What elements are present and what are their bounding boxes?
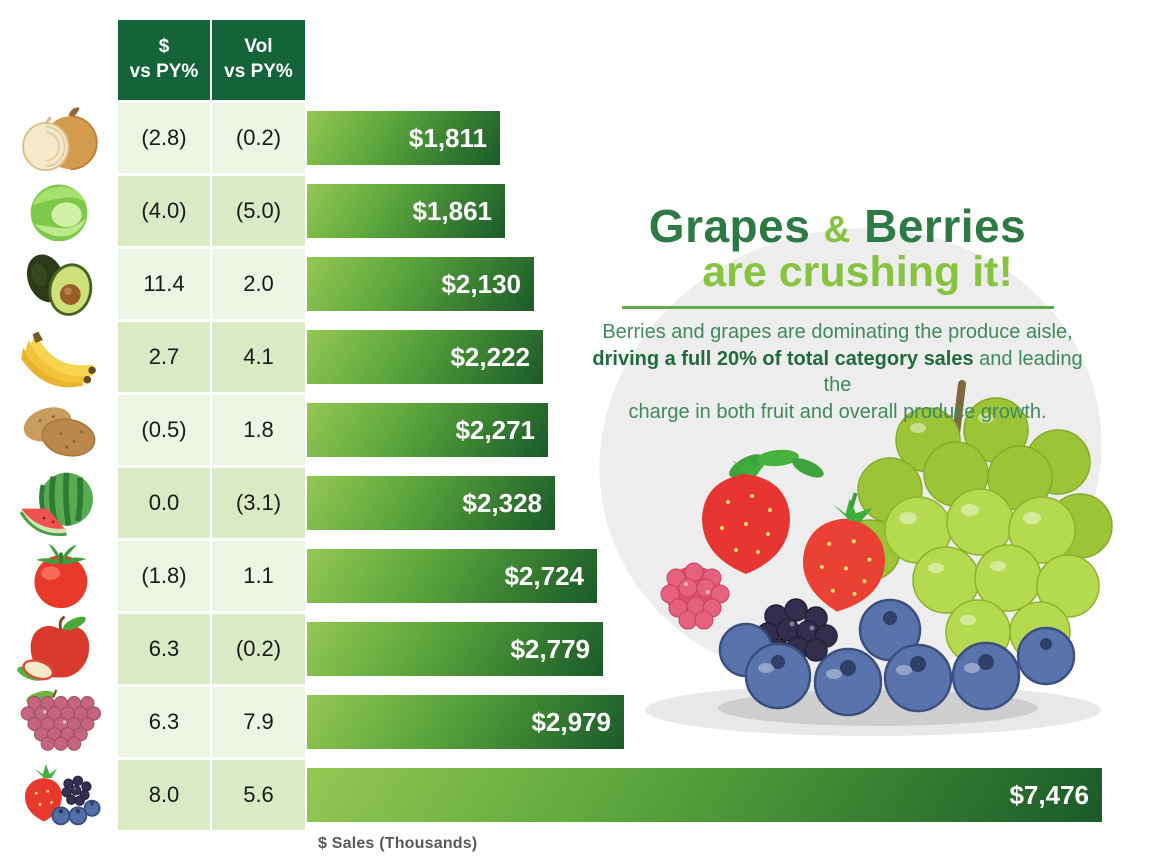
- sales-bar-label: $2,130: [441, 268, 521, 299]
- sales-bar: $2,328: [307, 476, 555, 530]
- dollar-vs-py-value: (2.8): [118, 103, 210, 173]
- dollar-vs-py-value: 2.7: [118, 322, 210, 392]
- vol-vs-py-value: (0.2): [212, 103, 305, 173]
- onion-icon: [0, 103, 118, 173]
- table-row-apple: 6.3 (0.2) $2,779: [0, 614, 1102, 684]
- dollar-vs-py-value: 11.4: [118, 249, 210, 319]
- berries-icon: [0, 760, 118, 830]
- table-row-onion: (2.8) (0.2) $1,811: [0, 103, 1102, 173]
- headline-line1: Grapes & Berries: [585, 203, 1090, 249]
- vol-vs-py-value: (0.2): [212, 614, 305, 684]
- x-axis-label: $ Sales (Thousands): [318, 835, 478, 852]
- table-row-watermelon: 0.0 (3.1) $2,328: [0, 468, 1102, 538]
- sales-bar: $2,779: [307, 622, 603, 676]
- sales-bar-label: $1,861: [412, 195, 492, 226]
- table-row-tomato: (1.8) 1.1 $2,724: [0, 541, 1102, 611]
- headline-word-berries: Berries: [864, 200, 1027, 252]
- body-line1: Berries and grapes are dominating the pr…: [602, 321, 1073, 343]
- sales-bar-label: $2,779: [510, 633, 590, 664]
- sales-bar: $2,222: [307, 330, 543, 384]
- sales-bar-label: $2,271: [455, 414, 535, 445]
- headline-ampersand: &: [823, 209, 851, 250]
- headline-block: Grapes & Berries are crushing it! Berrie…: [585, 203, 1090, 425]
- dollar-vs-py-value: 6.3: [118, 687, 210, 757]
- sales-bar: $2,724: [307, 549, 597, 603]
- table-row-avocado: 11.4 2.0 $2,130: [0, 249, 1102, 319]
- header-line: vs PY%: [129, 61, 199, 82]
- sales-bar-label: $2,979: [531, 706, 611, 737]
- avocado-icon: [0, 249, 118, 319]
- vol-vs-py-value: (3.1): [212, 468, 305, 538]
- sales-bar-label: $7,476: [1009, 779, 1089, 810]
- header-line: vs PY%: [224, 61, 293, 82]
- sales-bar: $1,811: [307, 111, 500, 165]
- vol-vs-py-value: 7.9: [212, 687, 305, 757]
- bananas-icon: [0, 322, 118, 392]
- body-line3: charge in both fruit and overall produce…: [628, 400, 1047, 423]
- green-grapes-cluster: [839, 380, 1113, 665]
- tomato-icon: [0, 541, 118, 611]
- vol-vs-py-value: 5.6: [212, 760, 305, 830]
- dollar-vs-py-value: (4.0): [118, 176, 210, 246]
- sales-bar-label: $1,811: [408, 122, 487, 153]
- sales-bar: $1,861: [307, 184, 505, 238]
- body-line2-rest: and leading the: [823, 347, 1083, 397]
- dollar-vs-py-value: 6.3: [118, 614, 210, 684]
- red-grapes-icon: [0, 687, 118, 757]
- dollar-vs-py-value: (1.8): [118, 541, 210, 611]
- dollar-vs-py-value: 0.0: [118, 468, 210, 538]
- sales-bar: $2,979: [307, 695, 624, 749]
- lettuce-icon: [0, 176, 118, 246]
- vol-vs-py-value: 4.1: [212, 322, 305, 392]
- sales-bar: $2,271: [307, 403, 548, 457]
- strawberry-large: [702, 456, 790, 574]
- table-row-grapes: 6.3 7.9 $2,979: [0, 687, 1102, 757]
- vol-vs-py-value: (5.0): [212, 176, 305, 246]
- dollar-vs-py-value: (0.5): [118, 395, 210, 465]
- vol-vs-py-value: 2.0: [212, 249, 305, 319]
- headline-line2: are crushing it!: [702, 248, 1013, 296]
- strawberry-center: [802, 492, 885, 612]
- header-line: $: [158, 36, 170, 58]
- sales-bar-label: $2,328: [462, 487, 542, 518]
- table-row-bananas: 2.7 4.1 $2,222: [0, 322, 1102, 392]
- sales-bar: $7,476: [307, 768, 1102, 822]
- dollar-vs-py-value: 8.0: [118, 760, 210, 830]
- watermelon-icon: [0, 468, 118, 538]
- column-header-vol-vs-py: Vol vs PY%: [212, 20, 305, 100]
- sales-bar: $2,130: [307, 257, 534, 311]
- vol-vs-py-value: 1.1: [212, 541, 305, 611]
- data-rows: (2.8) (0.2) $1,811 (4.0) (5.0) $1,861: [0, 103, 1102, 833]
- column-header-dollar-vs-py: $ vs PY%: [118, 20, 210, 100]
- table-row-berries: 8.0 5.6 $7,476: [0, 760, 1102, 830]
- apple-icon: [0, 614, 118, 684]
- vol-vs-py-value: 1.8: [212, 395, 305, 465]
- headline-word-grapes: Grapes: [648, 200, 811, 252]
- potatoes-icon: [0, 395, 118, 465]
- table-row-potatoes: (0.5) 1.8 $2,271: [0, 395, 1102, 465]
- blueberries: [718, 598, 1076, 717]
- table-header: $ vs PY% Vol vs PY%: [118, 20, 305, 100]
- sales-bar-label: $2,222: [450, 341, 530, 372]
- sales-bar-label: $2,724: [504, 560, 584, 591]
- header-line: Vol: [244, 36, 273, 58]
- table-row-lettuce: (4.0) (5.0) $1,861: [0, 176, 1102, 246]
- blackberry: [756, 598, 838, 662]
- raspberry: [660, 562, 730, 630]
- headline-body: Berries and grapes are dominating the pr…: [585, 319, 1090, 425]
- headline-divider: [621, 306, 1054, 309]
- grapes-and-berries-photo: [645, 380, 1113, 736]
- body-line2-bold: driving a full 20% of total category sal…: [592, 347, 974, 370]
